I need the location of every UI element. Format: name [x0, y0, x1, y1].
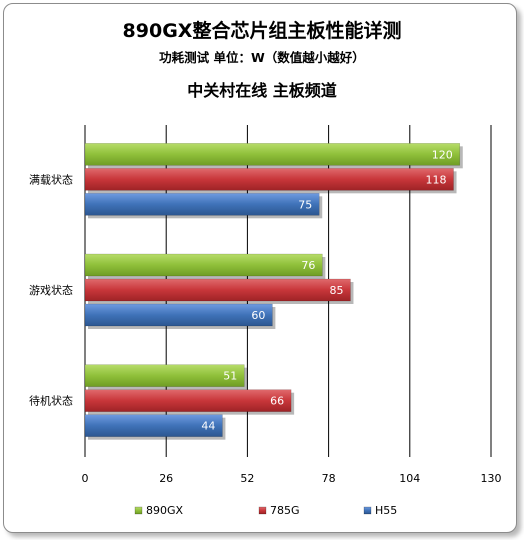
legend-swatch — [363, 506, 372, 515]
x-tick-label: 130 — [481, 472, 502, 485]
legend-swatch — [134, 506, 143, 515]
chart-frame: 890GX整合芯片组主板性能详测 功耗测试 单位：W（数值越小越好） 中关村在线… — [3, 3, 517, 533]
category-label: 游戏状态 — [29, 283, 73, 297]
bar — [84, 253, 323, 277]
chart-subtitle: 功耗测试 单位：W（数值越小越好） — [159, 50, 365, 65]
bar-value-label: 75 — [298, 198, 312, 211]
bar-value-label: 76 — [301, 259, 315, 272]
bar-value-label: 60 — [251, 309, 265, 322]
bar — [84, 278, 351, 302]
bar-value-label: 51 — [223, 370, 237, 383]
bar — [84, 389, 292, 412]
legend-label: H55 — [375, 504, 397, 517]
bar — [84, 364, 245, 387]
bar — [84, 303, 273, 327]
legend: 890GX 785G H55 — [134, 504, 397, 517]
bar-value-label: 120 — [432, 148, 453, 161]
bar — [84, 414, 223, 437]
bar — [84, 193, 320, 216]
bar-value-label: 66 — [270, 395, 284, 408]
x-tick-label: 26 — [159, 472, 173, 485]
x-tick-label: 52 — [240, 472, 254, 485]
bar — [84, 168, 454, 191]
x-tick-label: 0 — [82, 472, 89, 485]
chart-source: 中关村在线 主板频道 — [187, 81, 337, 100]
x-tick-label: 78 — [322, 472, 336, 485]
category-label: 满载状态 — [29, 172, 73, 186]
tick-labels: 0 26 52 78 104 130 — [82, 472, 502, 485]
legend-label: 785G — [270, 504, 300, 517]
bar-value-label: 44 — [201, 420, 215, 433]
category-label: 待机状态 — [29, 394, 73, 408]
legend-label: 890GX — [146, 504, 184, 517]
legend-swatch — [258, 506, 267, 515]
bar — [84, 143, 461, 166]
bar-chart: 890GX整合芯片组主板性能详测 功耗测试 单位：W（数值越小越好） 中关村在线… — [29, 19, 502, 517]
bar-value-label: 85 — [329, 284, 343, 297]
x-tick-label: 104 — [399, 472, 420, 485]
bar-value-label: 118 — [426, 173, 447, 186]
bar-group: 120 118 75 76 85 60 51 66 44 — [84, 143, 463, 440]
chart-title: 890GX整合芯片组主板性能详测 — [123, 19, 402, 42]
